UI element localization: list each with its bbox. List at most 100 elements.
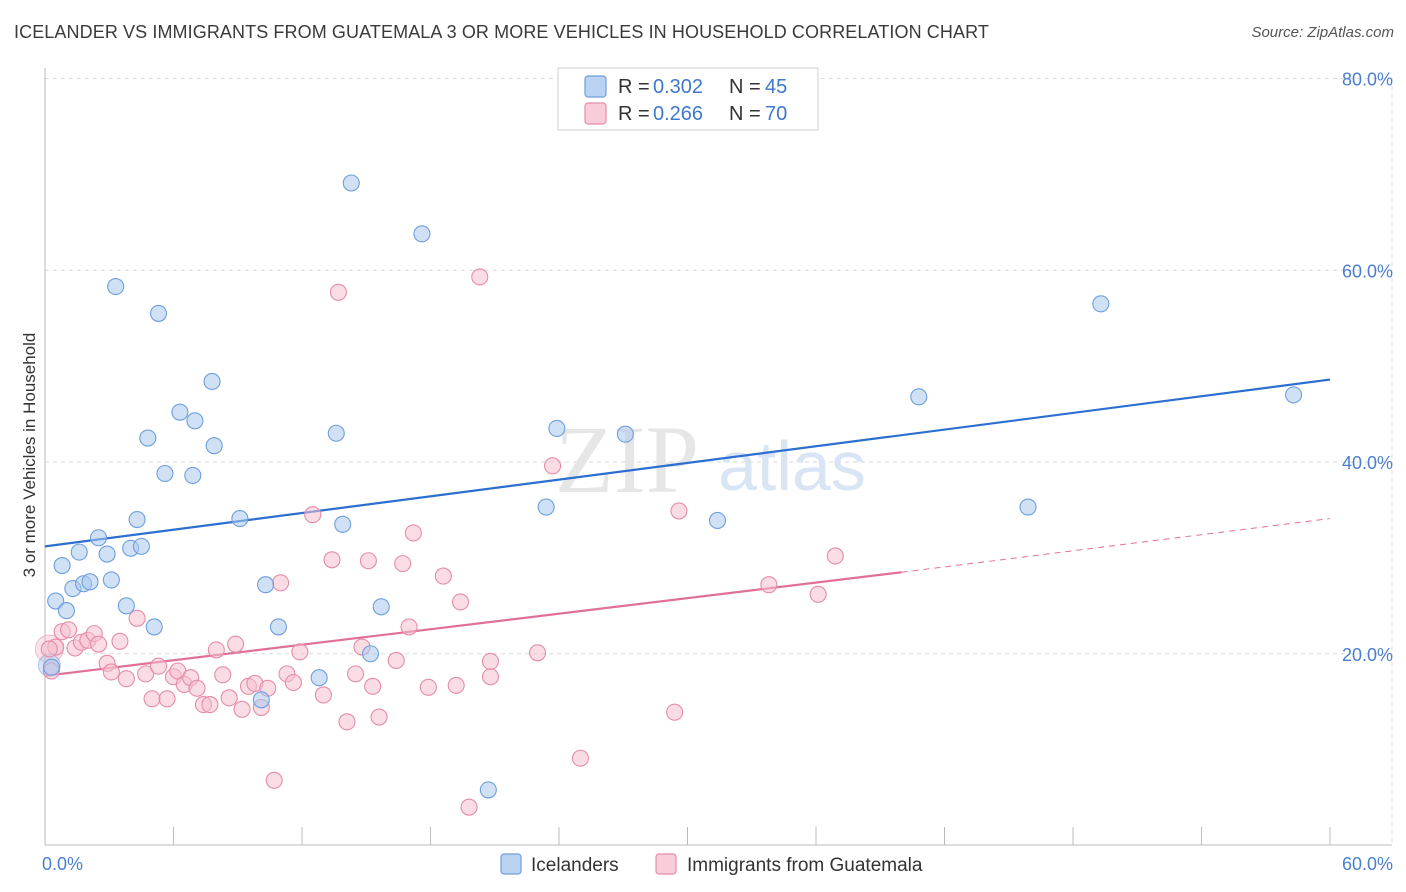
point-guatemala-60 — [481, 668, 500, 686]
point-guatemala-46 — [359, 552, 377, 570]
point-icelanders-23 — [203, 372, 221, 391]
point-guatemala-68 — [826, 547, 844, 565]
legend-r-label-1: R = — [618, 76, 650, 98]
point-icelanders-27 — [257, 576, 275, 594]
legend-swatch-pink — [584, 102, 607, 125]
y-tick-label-3: 80.0% — [1342, 70, 1393, 90]
point-guatemala-29 — [233, 700, 251, 718]
point-icelanders-37 — [548, 419, 566, 437]
bottom-legend-label-icelanders: Icelanders — [531, 855, 619, 876]
x-tick-label-0: 0.0% — [42, 854, 83, 874]
point-guatemala-47 — [364, 677, 382, 695]
point-icelanders-25 — [231, 510, 249, 528]
point-guatemala-48 — [370, 708, 388, 726]
data-points — [34, 174, 1303, 816]
point-icelanders-33 — [361, 645, 380, 663]
point-guatemala-28 — [227, 635, 245, 653]
point-icelanders-15 — [132, 537, 150, 555]
point-guatemala-41 — [323, 551, 341, 569]
point-guatemala-14 — [137, 665, 155, 683]
point-guatemala-3 — [60, 621, 78, 639]
legend-r-value-2: 0.266 — [653, 103, 703, 125]
point-guatemala-15 — [143, 690, 161, 708]
source-label: Source: ZipAtlas.com — [1251, 24, 1394, 41]
watermark: ZIP atlas — [555, 406, 866, 513]
point-icelanders-20 — [171, 403, 189, 421]
point-icelanders-1 — [47, 592, 65, 610]
point-guatemala-11 — [111, 632, 129, 650]
bottom-legend: Icelanders Immigrants from Guatemala — [500, 853, 923, 876]
legend-box: R = 0.302 N = 45 R = 0.266 N = 70 — [557, 67, 819, 131]
point-guatemala-57 — [460, 798, 478, 816]
point-guatemala-24 — [201, 696, 219, 714]
point-guatemala-50 — [394, 555, 412, 573]
point-icelanders-26 — [252, 691, 270, 709]
point-icelanders-14 — [128, 510, 146, 529]
watermark-zip: ZIP — [555, 406, 699, 513]
point-guatemala-35 — [272, 574, 290, 592]
trend-lines — [44, 378, 1331, 677]
point-icelanders-16 — [139, 429, 157, 447]
point-guatemala-69 — [40, 640, 58, 658]
legend-r-value-1: 0.302 — [653, 76, 703, 98]
point-guatemala-62 — [544, 457, 562, 475]
chart-title: ICELANDER VS IMMIGRANTS FROM GUATEMALA 3… — [14, 22, 989, 42]
y-tick-label-1: 40.0% — [1342, 453, 1393, 473]
watermark-atlas: atlas — [718, 427, 866, 505]
point-icelanders-11 — [107, 277, 125, 296]
point-guatemala-16 — [149, 657, 168, 675]
point-guatemala-8 — [89, 635, 108, 653]
point-icelanders-44 — [479, 781, 497, 799]
point-icelanders-31 — [334, 515, 352, 533]
point-icelanders-7 — [81, 573, 99, 591]
x-tick-label-1: 60.0% — [1342, 854, 1393, 874]
point-guatemala-12 — [117, 670, 135, 688]
point-icelanders-32 — [342, 174, 360, 192]
point-guatemala-51 — [400, 618, 418, 636]
point-icelanders-28 — [269, 618, 287, 636]
y-tick-label-2: 60.0% — [1342, 261, 1393, 281]
point-icelanders-22 — [186, 412, 204, 430]
point-guatemala-10 — [102, 663, 120, 681]
point-icelanders-8 — [89, 529, 108, 547]
point-guatemala-43 — [338, 713, 356, 731]
point-guatemala-61 — [529, 644, 547, 662]
y-axis-label: 3 or more Vehicles in Household — [20, 333, 39, 578]
axes — [44, 68, 1392, 846]
point-guatemala-63 — [571, 749, 589, 767]
point-guatemala-54 — [434, 567, 452, 585]
point-guatemala-64 — [666, 703, 684, 721]
point-guatemala-42 — [329, 283, 347, 301]
point-icelanders-19 — [156, 464, 174, 483]
point-guatemala-17 — [158, 690, 176, 708]
tick-labels: 20.0% 40.0% 60.0% 80.0% 0.0% 60.0% — [42, 70, 1393, 875]
point-guatemala-55 — [447, 676, 465, 694]
point-icelanders-18 — [149, 304, 168, 322]
legend-n-label-1: N = — [729, 76, 761, 98]
point-guatemala-27 — [220, 689, 238, 707]
point-guatemala-67 — [809, 585, 827, 603]
point-guatemala-26 — [214, 666, 232, 684]
point-guatemala-25 — [207, 641, 225, 659]
point-icelanders-29 — [310, 669, 328, 687]
point-guatemala-38 — [291, 643, 309, 661]
point-guatemala-40 — [314, 686, 332, 704]
point-icelanders-9 — [98, 545, 116, 563]
point-icelanders-0 — [42, 658, 60, 676]
point-guatemala-34 — [265, 771, 283, 789]
trend-line-icelanders — [44, 378, 1331, 548]
point-icelanders-24 — [205, 437, 223, 455]
legend-n-value-2: 70 — [765, 103, 787, 125]
point-guatemala-65 — [670, 502, 688, 520]
point-icelanders-34 — [372, 598, 390, 616]
point-guatemala-39 — [304, 506, 322, 524]
point-icelanders-30 — [327, 424, 345, 442]
point-guatemala-13 — [128, 609, 146, 627]
legend-swatch-blue — [584, 75, 607, 98]
point-guatemala-52 — [404, 524, 422, 542]
point-icelanders-17 — [145, 618, 163, 636]
point-icelanders-43 — [1285, 386, 1303, 404]
trend-line-guatemala-extension — [901, 518, 1331, 573]
point-guatemala-59 — [481, 652, 500, 670]
legend-r-label-2: R = — [618, 103, 650, 125]
